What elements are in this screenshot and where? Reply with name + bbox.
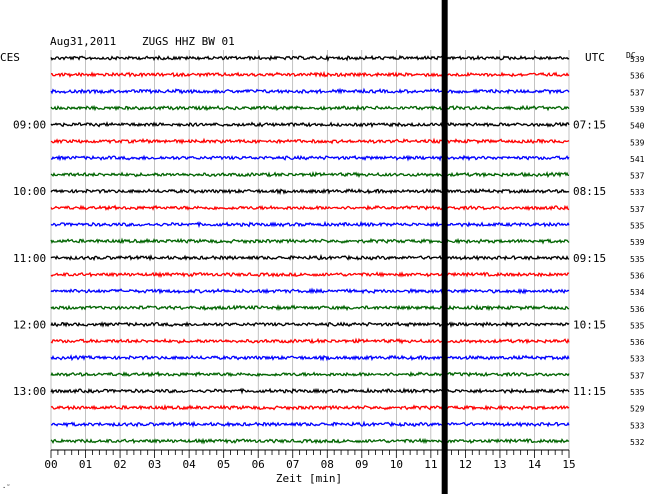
- dc-value: 536: [630, 271, 645, 280]
- dc-value: 529: [630, 405, 645, 414]
- trace-layer: [50, 0, 570, 494]
- x-tick-label: 03: [148, 458, 161, 471]
- dc-value: 532: [630, 438, 645, 447]
- dc-value: 537: [630, 205, 645, 214]
- left-time-label: 09:00: [13, 119, 46, 132]
- trace-line: [50, 188, 570, 196]
- x-tick-label: 09: [355, 458, 368, 471]
- dc-value: 536: [630, 72, 645, 81]
- trace-line: [50, 220, 570, 229]
- label-layer: 539 536 537 539 540 539 541 537 533 537 535 539 535 5…: [13, 55, 645, 471]
- right-time-label: 09:15: [573, 252, 606, 265]
- right-time-label: 11:15: [573, 385, 606, 398]
- dc-value: 539: [630, 238, 645, 247]
- dc-value: 533: [630, 421, 645, 430]
- trace-line: [50, 420, 570, 428]
- right-time-label: 10:15: [573, 318, 606, 331]
- x-tick-label: 05: [217, 458, 230, 471]
- x-tick-label: 07: [286, 458, 299, 471]
- footer-mark: ·˜: [2, 484, 10, 492]
- left-time-label: 13:00: [13, 385, 46, 398]
- dc-value: 536: [630, 338, 645, 347]
- x-tick-label: 01: [79, 458, 92, 471]
- trace-line: [50, 354, 570, 362]
- trace-line: [50, 337, 570, 345]
- header-date: Aug31,2011: [50, 35, 116, 48]
- x-axis-label: Zeit [min]: [276, 472, 342, 485]
- left-time-label: 12:00: [13, 318, 46, 331]
- header-station: ZUGS HHZ BW 01: [142, 35, 235, 48]
- trace-line: [50, 204, 570, 212]
- trace-line: [50, 87, 570, 95]
- x-tick-label: 15: [562, 458, 575, 471]
- dc-value: 535: [630, 388, 645, 397]
- dc-label: DC: [626, 51, 636, 60]
- trace-line: [50, 154, 570, 162]
- x-tick-label: 06: [252, 458, 265, 471]
- x-tick-label: 08: [321, 458, 334, 471]
- trace-line: [50, 121, 570, 129]
- dc-value: 539: [630, 138, 645, 147]
- trace-line: [50, 387, 570, 395]
- trace-line: [50, 437, 570, 445]
- right-timezone-label: UTC: [585, 51, 605, 64]
- trace-line: [50, 237, 570, 245]
- x-tick-label: 13: [493, 458, 506, 471]
- dc-value: 533: [630, 355, 645, 364]
- x-tick-label: 00: [44, 458, 57, 471]
- trace-line: [50, 404, 570, 411]
- dc-value: 539: [630, 55, 645, 64]
- dc-value: 533: [630, 188, 645, 197]
- x-tick-label: 14: [528, 458, 542, 471]
- dc-value: 537: [630, 88, 645, 97]
- trace-line: [50, 370, 570, 378]
- trace-line: [50, 304, 570, 312]
- trace-line: [50, 104, 570, 112]
- trace-line: [50, 271, 570, 278]
- dc-value: 535: [630, 321, 645, 330]
- x-tick-label: 02: [113, 458, 126, 471]
- axis-layer: [50, 449, 570, 458]
- left-time-label: 10:00: [13, 185, 46, 198]
- left-time-label: 11:00: [13, 252, 46, 265]
- dc-value: 537: [630, 371, 645, 380]
- trace-line: [50, 70, 570, 78]
- left-timezone-label: CES: [0, 51, 20, 64]
- dc-value: 537: [630, 172, 645, 181]
- x-tick-label: 04: [183, 458, 197, 471]
- x-tick-label: 10: [390, 458, 403, 471]
- dc-value: 539: [630, 105, 645, 114]
- dc-value: 534: [630, 288, 645, 297]
- dc-value: 536: [630, 305, 645, 314]
- right-time-label: 08:15: [573, 185, 606, 198]
- trace-line: [50, 137, 570, 145]
- dc-value: 535: [630, 255, 645, 264]
- x-tick-label: 12: [459, 458, 472, 471]
- dc-value: 541: [630, 155, 645, 164]
- dc-value: 535: [630, 222, 645, 231]
- trace-line: [50, 54, 570, 62]
- trace-line: [50, 321, 570, 329]
- trace-line: [50, 170, 570, 178]
- trace-line: [50, 287, 570, 295]
- grid-layer: [50, 50, 570, 450]
- right-time-label: 07:15: [573, 119, 606, 132]
- dc-value: 540: [630, 122, 645, 131]
- trace-line: [50, 253, 570, 262]
- x-tick-label: 11: [424, 458, 437, 471]
